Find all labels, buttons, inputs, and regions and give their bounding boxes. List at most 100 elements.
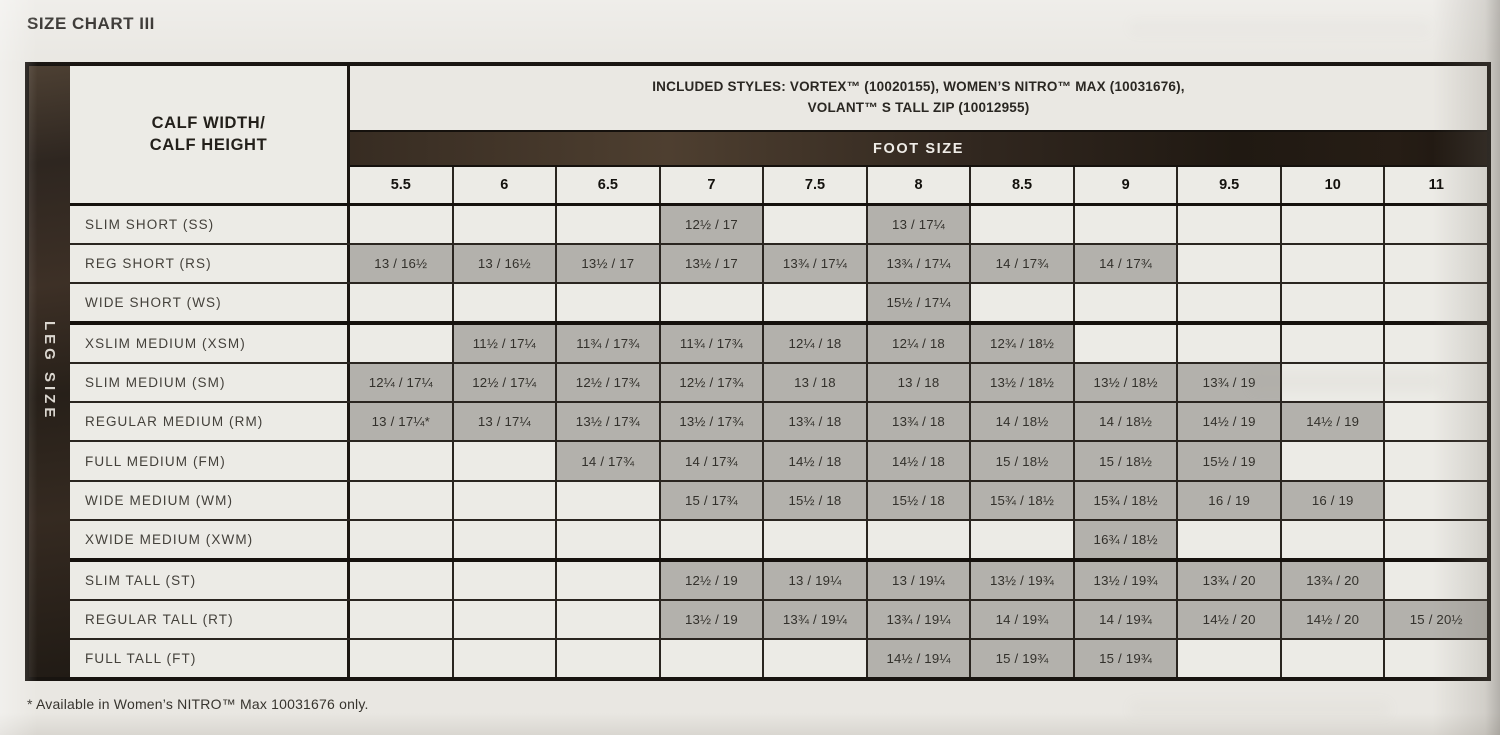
size-cell [350, 481, 454, 519]
size-cell: 16¾ / 18½ [1074, 520, 1179, 558]
size-cell [557, 481, 661, 519]
size-cell: 14½ / 19 [1178, 403, 1282, 441]
table-row: WIDE MEDIUM (WM) 15 / 17¾ 15½ / 18 15½ / 18… [70, 481, 1488, 521]
foot-size-header: 8 [867, 167, 972, 203]
row-label: SLIM SHORT (SS) [70, 206, 350, 244]
size-cell [350, 639, 454, 677]
size-cell [350, 520, 454, 558]
size-cell: 15 / 19¾ [971, 639, 1075, 677]
size-cell: 15 / 20½ [1385, 600, 1488, 638]
size-cell: 15½ / 19 [1178, 442, 1282, 480]
size-cell: 13 / 17¼ [867, 206, 972, 244]
included-styles-line1: INCLUDED STYLES: VORTEX™ (10020155), WOM… [652, 79, 1185, 95]
size-cell [1178, 325, 1282, 363]
header-right: INCLUDED STYLES: VORTEX™ (10020155), WOM… [350, 66, 1488, 203]
size-cell [1385, 442, 1488, 480]
leg-size-spine: LEG SIZE [29, 66, 70, 677]
size-cell [453, 600, 558, 638]
foot-size-header: 7 [660, 167, 765, 203]
size-cell: 13 / 17¼ [453, 403, 558, 441]
size-cell [1385, 520, 1488, 558]
size-cell [1385, 245, 1488, 283]
size-cell: 13 / 18 [867, 364, 972, 402]
size-cell: 14 / 17¾ [557, 442, 661, 480]
row-label: WIDE SHORT (WS) [70, 284, 350, 322]
size-cell [764, 520, 868, 558]
corner-header-calf: CALF WIDTH/ CALF HEIGHT [70, 66, 350, 203]
size-cell: 13¾ / 18 [764, 403, 868, 441]
size-cell: 13¾ / 18 [867, 403, 972, 441]
foot-size-header: 8.5 [971, 167, 1075, 203]
size-cell [557, 600, 661, 638]
size-cell [350, 561, 454, 599]
corner-header-line1: CALF WIDTH/ [151, 114, 266, 132]
included-styles-line2: VOLANT™ S TALL ZIP (10012955) [807, 100, 1030, 115]
size-cell [557, 561, 661, 599]
size-cell [1385, 284, 1488, 322]
size-cell: 14½ / 19 [1281, 403, 1386, 441]
size-cell: 14½ / 18 [867, 442, 972, 480]
table-row: SLIM TALL (ST) 12½ / 19 13 / 19¼ 13 / 19¼ 13… [70, 561, 1488, 601]
size-cell: 13½ / 19 [660, 600, 765, 638]
size-cell: 15¾ / 18½ [971, 481, 1075, 519]
size-cell [1281, 245, 1386, 283]
size-cell [453, 481, 558, 519]
row-label: FULL TALL (FT) [70, 639, 350, 677]
size-cell: 12½ / 17¾ [660, 364, 765, 402]
size-cell: 16 / 19 [1281, 481, 1386, 519]
size-cell: 15½ / 18 [867, 481, 972, 519]
size-cell [1385, 325, 1488, 363]
size-cell [1178, 520, 1282, 558]
table-header: CALF WIDTH/ CALF HEIGHT INCLUDED STYLES:… [70, 66, 1488, 206]
size-cell: 13½ / 17¾ [660, 403, 765, 441]
size-cell: 13¾ / 17¼ [764, 245, 868, 283]
size-cell: 13 / 16½ [350, 245, 454, 283]
size-cell: 14½ / 19¼ [867, 639, 972, 677]
size-cell [350, 284, 454, 322]
size-cell: 13¾ / 20 [1281, 561, 1386, 599]
size-cell: 13½ / 17 [660, 245, 765, 283]
size-cell: 12¼ / 17¼ [350, 364, 454, 402]
size-cell: 15½ / 18 [764, 481, 868, 519]
size-cell [1281, 325, 1386, 363]
size-cell [1385, 639, 1488, 677]
size-cell: 11¾ / 17¾ [557, 325, 661, 363]
size-cell: 13½ / 19¾ [971, 561, 1075, 599]
size-cell [867, 520, 972, 558]
table-main: CALF WIDTH/ CALF HEIGHT INCLUDED STYLES:… [70, 66, 1488, 677]
size-cell [1385, 403, 1488, 441]
size-cell [453, 206, 558, 244]
size-cell [1385, 481, 1488, 519]
foot-size-header-row: 5.5 6 6.5 7 7.5 8 8.5 9 9.5 10 11 [350, 167, 1488, 203]
size-cell: 12½ / 17¾ [557, 364, 661, 402]
foot-size-header: 7.5 [764, 167, 868, 203]
size-cell: 14 / 17¾ [1074, 245, 1179, 283]
size-cell: 14 / 18½ [1074, 403, 1179, 441]
size-cell: 13½ / 18½ [971, 364, 1075, 402]
size-cell: 13½ / 19¾ [1074, 561, 1179, 599]
size-cell: 12½ / 17 [660, 206, 765, 244]
foot-size-band: FOOT SIZE [350, 130, 1487, 167]
size-cell [660, 639, 765, 677]
foot-size-header: 9.5 [1178, 167, 1282, 203]
size-cell [350, 206, 454, 244]
table-row: XWIDE MEDIUM (XWM) 16¾ / 18½ [70, 520, 1488, 562]
row-label: XSLIM MEDIUM (XSM) [70, 325, 350, 363]
table-row: REGULAR MEDIUM (RM) 13 / 17¼* 13 / 17¼ 13½ … [70, 403, 1488, 443]
foot-size-header: 6.5 [557, 167, 661, 203]
foot-size-header: 9 [1074, 167, 1179, 203]
size-cell: 13 / 19¼ [764, 561, 868, 599]
size-cell [1281, 364, 1386, 402]
size-cell [557, 520, 661, 558]
size-cell: 13 / 16½ [453, 245, 558, 283]
size-cell: 13¾ / 20 [1178, 561, 1282, 599]
size-cell [660, 284, 765, 322]
size-cell: 15 / 17¾ [660, 481, 765, 519]
size-cell [764, 284, 868, 322]
size-cell [1074, 325, 1179, 363]
size-cell [1281, 639, 1386, 677]
foot-size-header: 6 [453, 167, 558, 203]
foot-size-header: 10 [1281, 167, 1386, 203]
size-cell [453, 520, 558, 558]
size-cell: 13 / 19¼ [867, 561, 972, 599]
